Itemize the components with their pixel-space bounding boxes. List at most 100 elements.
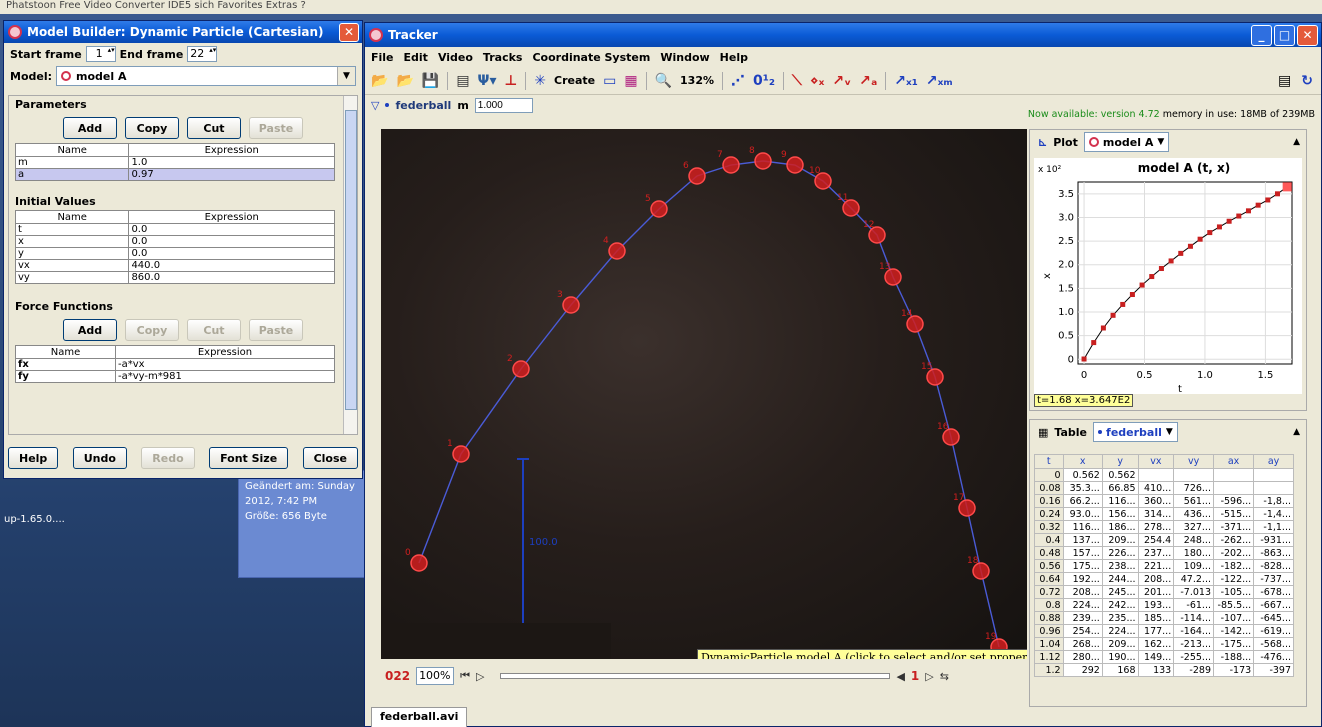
table-column-header[interactable]: vx [1137, 454, 1175, 469]
init-name[interactable]: vx [14, 259, 130, 272]
table-cell[interactable]: 180... [1173, 546, 1214, 560]
table-cell[interactable]: -142... [1212, 624, 1255, 638]
table-cell[interactable]: -371... [1212, 520, 1255, 534]
notes-icon[interactable]: ▤ [1278, 72, 1292, 89]
table-cell[interactable] [1212, 468, 1255, 482]
table-cell[interactable]: 93.0... [1062, 507, 1103, 521]
redo-button[interactable]: Redo [141, 447, 195, 469]
close-button[interactable]: ✕ [1297, 24, 1318, 46]
table-cell[interactable]: 0.16 [1034, 494, 1064, 508]
table-cell[interactable]: 0.96 [1034, 624, 1064, 638]
table-row[interactable]: 1.04 268... 209... 162... -213... -175... -568… [1034, 637, 1294, 651]
table-cell[interactable]: 0 [1034, 468, 1064, 482]
table-cell[interactable]: 0.562 [1101, 468, 1139, 482]
ruler-icon[interactable]: ▭ [603, 72, 617, 89]
init-expr[interactable]: 440.0 [128, 259, 335, 272]
table-cell[interactable]: 237... [1137, 546, 1175, 560]
table-cell[interactable]: 726... [1173, 481, 1214, 495]
table-cell[interactable]: 254.4 [1137, 533, 1175, 547]
table-cell[interactable]: 238... [1101, 559, 1139, 573]
table-cell[interactable]: 292 [1062, 663, 1103, 677]
table-row[interactable]: 0.64 192... 244... 208... 47.2... -122... -737… [1034, 572, 1294, 586]
table-cell[interactable]: 278... [1137, 520, 1175, 534]
force-functions-table[interactable]: Name Expression fx -a*vx fy -a*vy-m*981 [15, 345, 336, 383]
force-expr[interactable]: -a*vy-m*981 [114, 370, 336, 383]
labels-icon[interactable]: 0¹₂ [753, 72, 776, 89]
undo-button[interactable]: Undo [72, 447, 127, 469]
param-cut-button[interactable]: Cut [187, 117, 241, 139]
init-expr[interactable]: 0.0 [128, 223, 335, 236]
parameters-table[interactable]: Name Expression m 1.0 a 0.97 [14, 143, 335, 181]
table-column-header[interactable]: ax [1212, 454, 1255, 469]
table-cell[interactable]: 185... [1137, 611, 1175, 625]
table-cell[interactable]: -619... [1253, 624, 1294, 638]
table-row[interactable]: 0.96 254... 224... 177... -164... -142... -619… [1034, 624, 1294, 638]
maximize-button[interactable]: □ [1274, 24, 1295, 46]
table-cell[interactable]: 0.56 [1034, 559, 1064, 573]
force-add-button[interactable]: Add [63, 319, 117, 341]
velocity-icon[interactable]: ↗ᵥ [832, 72, 852, 89]
table-cell[interactable]: 208... [1137, 572, 1175, 586]
track-name[interactable]: federball [395, 98, 452, 112]
force-paste-button[interactable]: Paste [249, 319, 303, 341]
grid-icon[interactable]: ▦ [624, 72, 638, 89]
table-cell[interactable]: 0.4 [1034, 533, 1064, 547]
param-name[interactable]: a [14, 168, 130, 181]
table-row[interactable]: 0 0.562 0.562 [1034, 468, 1294, 482]
table-cell[interactable]: 1.12 [1034, 650, 1064, 664]
desktop-icon-label[interactable]: up-1.65.0.... [4, 514, 65, 525]
table-cell[interactable]: -173 [1212, 663, 1255, 677]
table-cell[interactable]: 47.2... [1173, 572, 1214, 586]
table-cell[interactable]: -828... [1253, 559, 1294, 573]
menu-window[interactable]: Window [660, 50, 710, 64]
table-cell[interactable]: 436... [1173, 507, 1214, 521]
table-cell[interactable]: 314... [1137, 507, 1175, 521]
table-row[interactable]: 0.8 224... 242... 193... -61... -85.5... -667.… [1034, 598, 1294, 612]
table-cell[interactable]: 190... [1101, 650, 1139, 664]
table-column-header[interactable]: x [1062, 454, 1103, 469]
table-row[interactable]: 1.12 280... 190... 149... -255... -188... -476… [1034, 650, 1294, 664]
table-cell[interactable] [1253, 481, 1294, 495]
step-size[interactable]: 1 [910, 669, 920, 683]
table-cell[interactable]: -107... [1212, 611, 1255, 625]
go-to-start-icon[interactable]: ⏮ [460, 669, 470, 682]
open-recent-icon[interactable]: 📂 [396, 72, 414, 89]
video-view[interactable]: 0 1 2 3 4 5 6 7 8 9 10 11 12 13 14 15 16 17 18 19 100.0 Dyna… [381, 129, 1027, 659]
param-add-button[interactable]: Add [63, 117, 117, 139]
param-expr[interactable]: 0.97 [128, 168, 335, 181]
frame-slider[interactable] [500, 673, 891, 679]
close-builder-button[interactable]: Close [302, 447, 358, 469]
table-cell[interactable]: 193... [1137, 598, 1175, 612]
table-cell[interactable]: -645... [1253, 611, 1294, 625]
table-row[interactable]: 0.56 175... 238... 221... 109... -182... -828.… [1034, 559, 1294, 573]
table-cell[interactable]: 1.2 [1034, 663, 1064, 677]
menu-tracks[interactable]: Tracks [482, 50, 523, 64]
force-name[interactable]: fx [15, 358, 116, 371]
table-cell[interactable]: -1,8... [1253, 494, 1294, 508]
init-expr[interactable]: 0.0 [128, 235, 335, 248]
trace-icon[interactable]: ⋰ [731, 72, 745, 89]
model-select[interactable]: model A ▼ [56, 66, 356, 86]
table-cell[interactable]: 221... [1137, 559, 1175, 573]
start-frame-spinner[interactable]: 1 [85, 46, 116, 62]
init-name[interactable]: vy [14, 271, 130, 284]
menu-edit[interactable]: Edit [403, 50, 428, 64]
builder-scrollbar[interactable] [343, 96, 357, 434]
end-frame-spinner[interactable]: 22 [187, 46, 218, 62]
table-cell[interactable]: 245... [1101, 585, 1139, 599]
table-cell[interactable]: 109... [1173, 559, 1214, 573]
param-expr[interactable]: 1.0 [128, 156, 335, 169]
table-cell[interactable]: -202... [1212, 546, 1255, 560]
builder-title-bar[interactable]: Model Builder: Dynamic Particle (Cartesi… [4, 21, 362, 43]
table-cell[interactable]: 235... [1101, 611, 1139, 625]
builder-close-icon[interactable]: ✕ [339, 22, 359, 42]
table-cell[interactable]: 209... [1101, 637, 1139, 651]
table-cell[interactable] [1137, 468, 1175, 482]
table-cell[interactable]: -164... [1173, 624, 1214, 638]
table-cell[interactable]: -1,4... [1253, 507, 1294, 521]
table-cell[interactable]: -568... [1253, 637, 1294, 651]
menu-file[interactable]: File [371, 50, 394, 64]
table-cell[interactable]: 116... [1101, 494, 1139, 508]
init-expr[interactable]: 0.0 [128, 247, 335, 260]
table-cell[interactable]: -667... [1253, 598, 1294, 612]
